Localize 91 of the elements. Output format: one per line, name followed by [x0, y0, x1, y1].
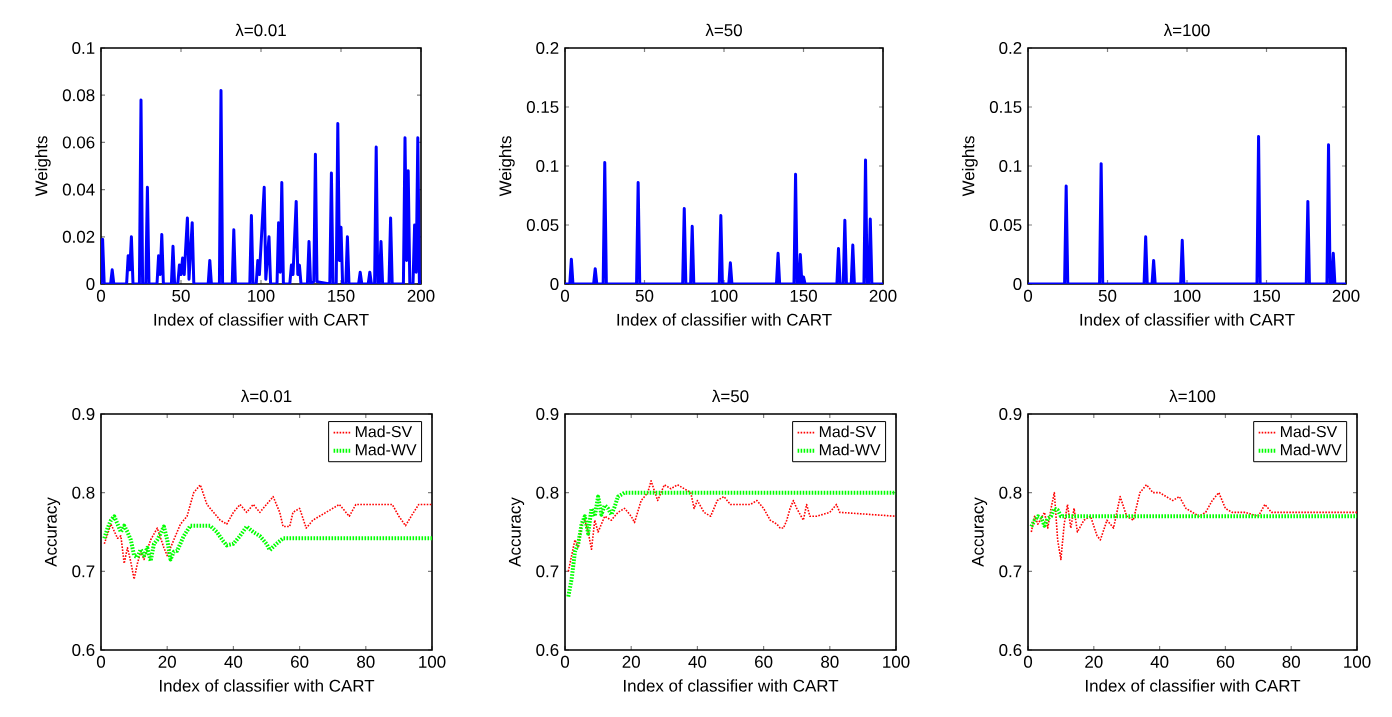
x-axis-title: Index of classifier with CART	[623, 679, 839, 692]
y-tick-label: 0	[1013, 278, 1022, 290]
line-series	[566, 490, 897, 599]
x-tick-label: 20	[1085, 655, 1103, 668]
x-axis-title: Index of classifier with CART	[159, 679, 375, 692]
legend-label: Mad-WV	[819, 443, 881, 456]
line-series	[1028, 134, 1347, 284]
legend-label: Mad-SV	[355, 425, 413, 438]
line-series	[1029, 506, 1358, 529]
x-tick-label: 150	[328, 289, 355, 302]
x-tick-label: 100	[1344, 655, 1371, 668]
x-tick-label: 100	[711, 289, 738, 302]
y-tick-label: 0.1	[999, 159, 1022, 172]
x-tick-label: 0	[560, 655, 570, 668]
y-tick-label: 0.04	[62, 183, 95, 196]
legend-label: Mad-SV	[1280, 425, 1338, 438]
x-tick-label: 0	[560, 289, 570, 302]
y-tick-label: 0.7	[999, 565, 1022, 578]
y-tick-label: 0.15	[989, 100, 1022, 113]
x-tick-label: 100	[883, 655, 910, 668]
x-tick-label: 50	[635, 289, 654, 302]
y-axis-title: Weights	[961, 136, 978, 197]
y-tick-label: 0.05	[526, 219, 559, 231]
y-tick-label: 0.8	[999, 486, 1022, 499]
y-tick-label: 0.7	[536, 565, 559, 578]
y-axis-title: Accuracy	[971, 497, 988, 567]
x-tick-label: 100	[248, 289, 275, 302]
x-tick-label: 80	[357, 655, 375, 668]
chart-title: λ=100	[1169, 389, 1216, 403]
x-tick-label: 150	[1253, 289, 1280, 302]
chart-title: λ=50	[705, 23, 742, 37]
x-tick-label: 200	[407, 289, 435, 302]
x-tick-label: 50	[172, 289, 190, 302]
x-tick-label: 200	[869, 289, 897, 302]
y-tick-label: 0.2	[999, 41, 1022, 54]
x-tick-label: 80	[821, 655, 839, 668]
chart-title: λ=0.01	[235, 23, 286, 37]
y-tick-label: 0.1	[72, 41, 95, 54]
x-axis-title: Index of classifier with CART	[154, 313, 369, 326]
y-tick-label: 0.02	[62, 230, 95, 243]
y-tick-label: 0.6	[72, 644, 95, 656]
y-tick-label: 0	[86, 278, 95, 290]
y-tick-label: 0.2	[536, 41, 559, 54]
x-tick-label: 0	[1023, 655, 1033, 668]
y-tick-label: 0.9	[536, 408, 559, 420]
legend-label: Mad-WV	[355, 443, 417, 456]
x-tick-label: 0	[96, 655, 106, 668]
y-tick-label: 0.8	[72, 486, 95, 499]
x-tick-label: 50	[1098, 289, 1117, 302]
x-axis-title: Index of classifier with CART	[617, 313, 832, 326]
y-tick-label: 0.9	[72, 408, 95, 420]
legend-label: Mad-SV	[819, 425, 877, 438]
y-tick-label: 0.6	[536, 644, 559, 656]
x-tick-label: 0	[1023, 289, 1033, 302]
x-tick-label: 60	[291, 655, 309, 668]
y-axis-title: Accuracy	[44, 497, 61, 567]
x-tick-label: 150	[790, 289, 817, 302]
y-tick-label: 0.06	[62, 136, 95, 149]
y-axis-title: Weights	[34, 136, 51, 197]
y-tick-label: 0.6	[999, 644, 1022, 656]
chart-title: λ=50	[712, 389, 749, 403]
line-series	[565, 158, 884, 284]
x-tick-label: 100	[1174, 289, 1201, 302]
y-tick-label: 0	[550, 278, 559, 290]
chart-title: λ=100	[1163, 23, 1210, 37]
x-tick-label: 60	[755, 655, 773, 668]
y-axis-title: Weights	[498, 136, 515, 197]
y-tick-label: 0.9	[999, 408, 1022, 420]
y-tick-label: 0.15	[526, 100, 559, 113]
x-tick-label: 0	[96, 289, 106, 302]
x-tick-label: 60	[1216, 655, 1235, 668]
x-tick-label: 40	[688, 655, 707, 668]
line-series	[1030, 484, 1358, 561]
x-tick-label: 200	[1332, 289, 1360, 302]
line-series	[101, 88, 421, 284]
x-axis-title: Index of classifier with CART	[1080, 313, 1295, 326]
chart-title: λ=0.01	[240, 389, 292, 403]
x-tick-label: 20	[158, 655, 176, 668]
x-tick-label: 40	[224, 655, 243, 668]
y-tick-label: 0.1	[536, 159, 559, 172]
y-tick-label: 0.7	[72, 565, 95, 578]
y-tick-label: 0.05	[989, 219, 1022, 231]
x-tick-label: 40	[1150, 655, 1169, 668]
x-tick-label: 100	[419, 655, 446, 668]
x-tick-label: 80	[1282, 655, 1300, 668]
legend-label: Mad-WV	[1280, 443, 1342, 456]
y-axis-title: Accuracy	[508, 497, 525, 567]
x-tick-label: 20	[622, 655, 640, 668]
x-axis-title: Index of classifier with CART	[1085, 679, 1301, 692]
y-tick-label: 0.08	[62, 89, 95, 102]
y-tick-label: 0.8	[536, 486, 559, 499]
